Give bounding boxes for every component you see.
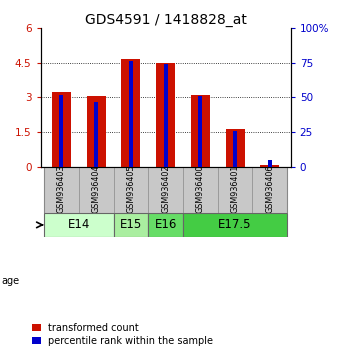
Title: GDS4591 / 1418828_at: GDS4591 / 1418828_at xyxy=(85,13,246,27)
Text: GSM936404: GSM936404 xyxy=(92,165,101,213)
Bar xyxy=(233,131,237,166)
Bar xyxy=(191,95,210,166)
Legend: transformed count, percentile rank within the sample: transformed count, percentile rank withi… xyxy=(32,323,213,346)
Text: GSM936402: GSM936402 xyxy=(161,164,170,213)
FancyBboxPatch shape xyxy=(44,166,287,213)
Bar xyxy=(87,96,106,166)
Bar xyxy=(156,63,175,166)
FancyBboxPatch shape xyxy=(148,213,183,237)
Bar xyxy=(198,96,202,166)
Bar xyxy=(260,165,280,166)
Bar xyxy=(52,92,71,166)
Bar xyxy=(268,160,272,166)
Text: GSM936406: GSM936406 xyxy=(265,165,274,213)
Text: E17.5: E17.5 xyxy=(218,218,252,232)
Text: GSM936405: GSM936405 xyxy=(126,164,136,213)
Text: age: age xyxy=(2,276,20,286)
FancyBboxPatch shape xyxy=(114,213,148,237)
Text: E14: E14 xyxy=(68,218,90,232)
Bar xyxy=(225,129,245,166)
Bar xyxy=(121,59,140,166)
FancyBboxPatch shape xyxy=(183,213,287,237)
FancyBboxPatch shape xyxy=(44,213,114,237)
Bar xyxy=(164,64,168,166)
Bar xyxy=(129,62,133,166)
Text: GSM936401: GSM936401 xyxy=(231,165,240,213)
Text: GSM936400: GSM936400 xyxy=(196,165,205,213)
Text: E16: E16 xyxy=(154,218,177,232)
Bar xyxy=(59,95,64,166)
Text: E15: E15 xyxy=(120,218,142,232)
Bar xyxy=(94,102,98,166)
Text: GSM936403: GSM936403 xyxy=(57,165,66,213)
